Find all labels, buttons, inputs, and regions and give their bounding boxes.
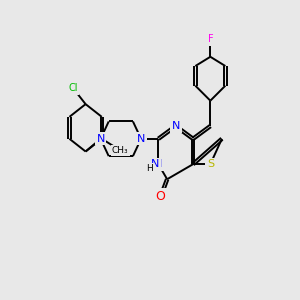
Text: N: N [137,134,145,144]
Text: F: F [208,34,213,44]
Text: Cl: Cl [68,83,78,93]
Text: CH₃: CH₃ [112,146,129,155]
Text: N: N [96,134,105,144]
Text: O: O [156,190,166,203]
Text: S: S [207,159,214,169]
Text: N: N [151,159,159,169]
Text: H: H [146,164,152,173]
Text: N: N [172,121,180,131]
Text: N: N [154,159,163,169]
